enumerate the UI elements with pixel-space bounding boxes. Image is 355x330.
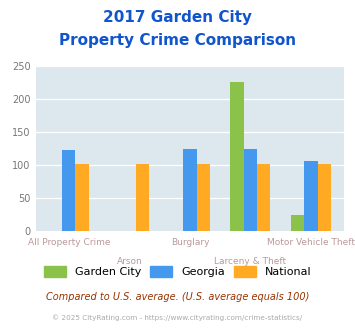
- Text: © 2025 CityRating.com - https://www.cityrating.com/crime-statistics/: © 2025 CityRating.com - https://www.city…: [53, 314, 302, 321]
- Bar: [304, 161, 318, 231]
- Text: Motor Vehicle Theft: Motor Vehicle Theft: [267, 238, 355, 247]
- Bar: [291, 214, 304, 231]
- Text: Burglary: Burglary: [171, 238, 209, 247]
- Text: 2017 Garden City: 2017 Garden City: [103, 10, 252, 25]
- Bar: [244, 148, 257, 231]
- Bar: [197, 164, 210, 231]
- Bar: [62, 150, 76, 231]
- Bar: [257, 164, 271, 231]
- Text: Larceny & Theft: Larceny & Theft: [214, 257, 286, 266]
- Legend: Garden City, Georgia, National: Garden City, Georgia, National: [39, 261, 316, 281]
- Bar: [183, 148, 197, 231]
- Bar: [230, 82, 244, 231]
- Bar: [136, 164, 149, 231]
- Text: All Property Crime: All Property Crime: [28, 238, 110, 247]
- Text: Arson: Arson: [116, 257, 142, 266]
- Bar: [318, 164, 331, 231]
- Text: Compared to U.S. average. (U.S. average equals 100): Compared to U.S. average. (U.S. average …: [46, 292, 309, 302]
- Text: Property Crime Comparison: Property Crime Comparison: [59, 33, 296, 48]
- Bar: [76, 164, 89, 231]
